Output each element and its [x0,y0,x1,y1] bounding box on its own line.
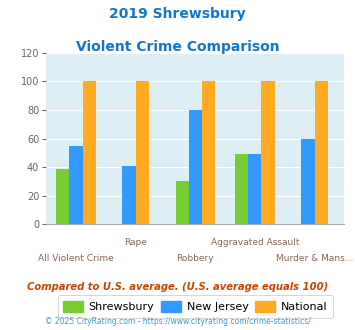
Bar [136,82,149,224]
Text: © 2025 CityRating.com - https://www.cityrating.com/crime-statistics/: © 2025 CityRating.com - https://www.city… [45,317,310,326]
Text: Violent Crime Comparison: Violent Crime Comparison [76,40,279,53]
Bar [70,146,82,224]
Text: Robbery: Robbery [176,254,214,263]
Text: Rape: Rape [124,238,147,247]
Bar [176,182,189,224]
Text: Aggravated Assault: Aggravated Assault [211,238,299,247]
Bar [261,82,274,224]
Bar [189,110,202,224]
Text: 2019 Shrewsbury: 2019 Shrewsbury [109,7,246,20]
Bar [301,139,315,224]
Bar [82,82,95,224]
Legend: Shrewsbury, New Jersey, National: Shrewsbury, New Jersey, National [58,295,333,318]
Bar [202,82,215,224]
Text: Compared to U.S. average. (U.S. average equals 100): Compared to U.S. average. (U.S. average … [27,282,328,292]
Text: Murder & Mans...: Murder & Mans... [276,254,353,263]
Bar [235,154,248,224]
Bar [315,82,328,224]
Bar [122,166,136,224]
Bar [56,169,70,224]
Text: All Violent Crime: All Violent Crime [38,254,114,263]
Bar [248,154,261,224]
